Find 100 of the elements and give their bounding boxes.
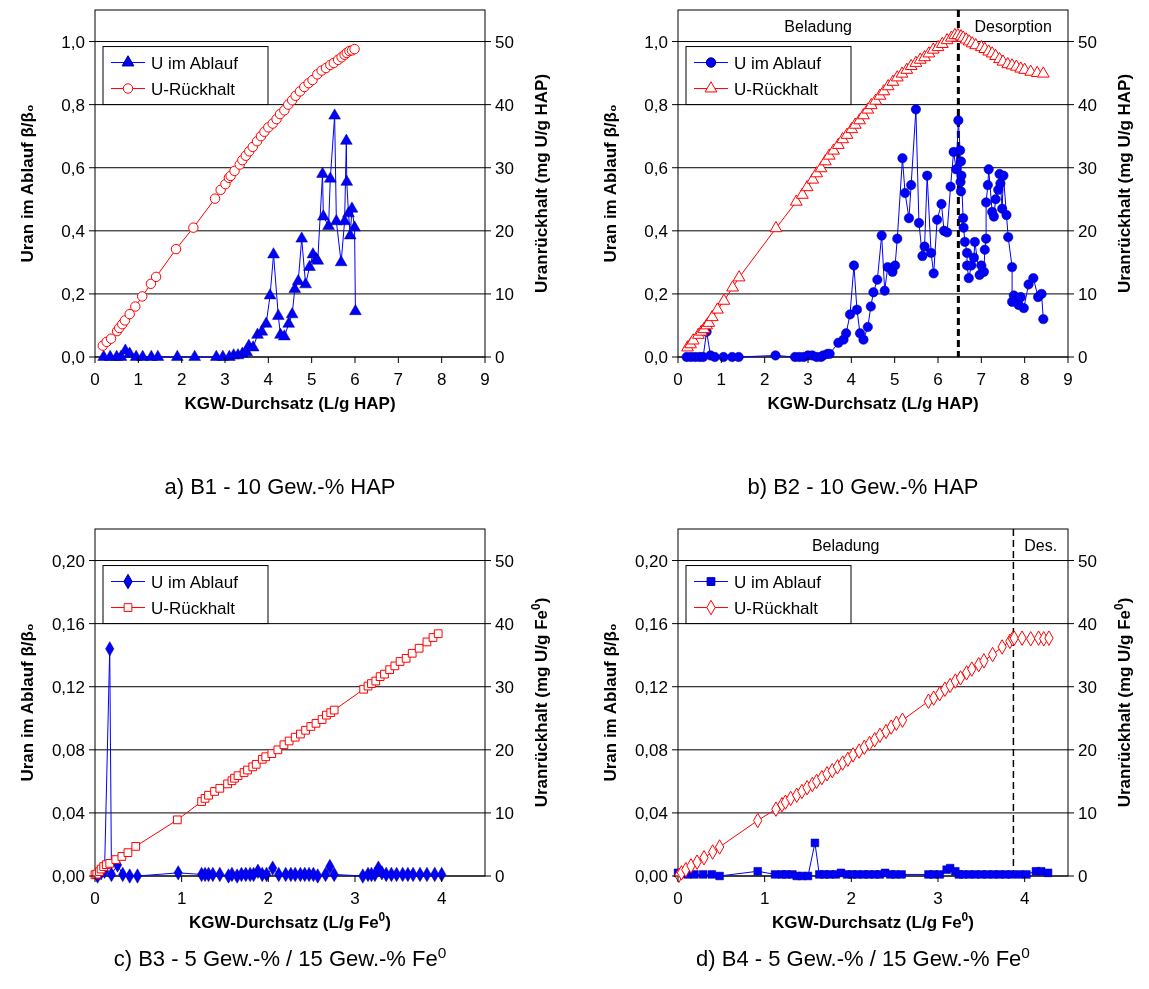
y2-axis-title: Uranrückhalt (mg U/g HAP) bbox=[532, 73, 551, 294]
y-tick-label: 0,0 bbox=[644, 348, 668, 367]
y2-tick-label: 30 bbox=[495, 677, 514, 697]
legend-label: U im Ablauf bbox=[151, 572, 239, 592]
annotation: Desorption bbox=[974, 18, 1052, 35]
y2-tick-label: 40 bbox=[495, 95, 514, 115]
y2-tick-label: 0 bbox=[495, 348, 505, 367]
y2-axis-title: Uranrückhalt (mg U/g HAP) bbox=[1115, 73, 1134, 294]
y-tick-label: 0,12 bbox=[51, 677, 85, 697]
x-tick-label: 0 bbox=[673, 370, 683, 389]
legend-label: U im Ablauf bbox=[151, 53, 239, 73]
annotation: Beladung bbox=[811, 537, 880, 554]
x-tick-label: 6 bbox=[933, 370, 943, 389]
y2-tick-label: 40 bbox=[1078, 95, 1097, 115]
y-tick-label: 0,8 bbox=[644, 95, 668, 115]
y-tick-label: 1,0 bbox=[644, 32, 668, 52]
y2-tick-label: 0 bbox=[1078, 867, 1088, 886]
x-tick-label: 1 bbox=[176, 889, 187, 908]
y2-tick-label: 50 bbox=[1078, 32, 1097, 52]
y2-tick-label: 20 bbox=[1078, 740, 1097, 760]
x-tick-label: 2 bbox=[176, 370, 187, 389]
y2-tick-label: 40 bbox=[495, 614, 514, 634]
y-tick-label: 0,6 bbox=[61, 158, 85, 178]
legend-label: U im Ablauf bbox=[734, 53, 822, 73]
x-axis-title: KGW-Durchsatz (L/g HAP) bbox=[184, 394, 396, 413]
y-tick-label: 0,16 bbox=[51, 614, 85, 634]
y-tick-label: 0,00 bbox=[51, 867, 85, 886]
y-tick-label: 0,08 bbox=[51, 740, 85, 760]
y-tick-label: 1,0 bbox=[61, 32, 85, 52]
x-tick-label: 0 bbox=[90, 889, 100, 908]
y-tick-label: 0,2 bbox=[644, 284, 668, 304]
x-tick-label: 2 bbox=[263, 889, 274, 908]
y2-tick-label: 30 bbox=[1078, 677, 1097, 697]
y2-tick-label: 30 bbox=[1078, 158, 1097, 178]
y2-tick-label: 10 bbox=[495, 803, 514, 823]
x-tick-label: 3 bbox=[220, 370, 230, 389]
x-tick-label: 2 bbox=[759, 370, 770, 389]
x-tick-label: 1 bbox=[759, 889, 770, 908]
x-tick-label: 8 bbox=[436, 370, 447, 389]
x-tick-label: 7 bbox=[976, 370, 987, 389]
legend-label: U-Rückhalt bbox=[734, 79, 819, 99]
x-tick-label: 4 bbox=[436, 889, 447, 908]
y-tick-label: 0,0 bbox=[61, 348, 85, 367]
annotation: Des. bbox=[1024, 537, 1058, 554]
y2-tick-label: 50 bbox=[495, 32, 514, 52]
x-tick-label: 3 bbox=[803, 370, 813, 389]
y2-tick-label: 20 bbox=[495, 740, 514, 760]
x-tick-label: 9 bbox=[480, 370, 490, 389]
x-tick-label: 4 bbox=[846, 370, 857, 389]
y-axis-title: Uran im Ablauf β/β₀ bbox=[18, 104, 37, 263]
x-tick-label: 6 bbox=[350, 370, 360, 389]
y2-tick-label: 0 bbox=[495, 867, 505, 886]
x-axis-title: KGW-Durchsatz (L/g Fe$^{0}$) bbox=[189, 910, 391, 932]
y2-tick-label: 20 bbox=[495, 221, 514, 241]
x-tick-label: 2 bbox=[846, 889, 857, 908]
x-tick-label: 4 bbox=[1019, 889, 1030, 908]
text: d) B4 - 5 Gew.-% / 15 Gew.-% Fe$^{0}$ bbox=[696, 943, 1030, 971]
text: a) B1 - 10 Gew.-% HAP bbox=[164, 474, 396, 499]
y-tick-label: 0,20 bbox=[51, 551, 85, 571]
legend-label: U-Rückhalt bbox=[734, 598, 819, 618]
legend-label: U im Ablauf bbox=[734, 572, 822, 592]
y2-tick-label: 50 bbox=[495, 551, 514, 571]
x-tick-label: 4 bbox=[263, 370, 274, 389]
text: c) B3 - 5 Gew.-% / 15 Gew.-% Fe$^{0}$ bbox=[113, 943, 447, 971]
y-tick-label: 0,12 bbox=[634, 677, 668, 697]
legend-label: U-Rückhalt bbox=[151, 79, 236, 99]
y-tick-label: 0,6 bbox=[644, 158, 668, 178]
y-axis-title: Uran im Ablauf β/β₀ bbox=[601, 104, 620, 263]
x-tick-label: 0 bbox=[90, 370, 100, 389]
y-tick-label: 0,16 bbox=[634, 614, 668, 634]
y-tick-label: 0,04 bbox=[51, 803, 85, 823]
x-tick-label: 1 bbox=[133, 370, 144, 389]
x-tick-label: 8 bbox=[1019, 370, 1030, 389]
x-tick-label: 3 bbox=[933, 889, 943, 908]
y-tick-label: 0,08 bbox=[634, 740, 668, 760]
y2-tick-label: 40 bbox=[1078, 614, 1097, 634]
x-axis-title: KGW-Durchsatz (L/g Fe$^{0}$) bbox=[772, 910, 974, 932]
y-tick-label: 0,4 bbox=[644, 221, 668, 241]
y2-tick-label: 50 bbox=[1078, 551, 1097, 571]
x-tick-label: 1 bbox=[716, 370, 727, 389]
y-tick-label: 0,20 bbox=[634, 551, 668, 571]
y2-tick-label: 10 bbox=[495, 284, 514, 304]
y2-tick-label: 10 bbox=[1078, 803, 1097, 823]
y2-tick-label: 30 bbox=[495, 158, 514, 178]
y-tick-label: 0,2 bbox=[61, 284, 85, 304]
y2-tick-label: 20 bbox=[1078, 221, 1097, 241]
x-tick-label: 5 bbox=[306, 370, 317, 389]
y2-tick-label: 0 bbox=[1078, 348, 1088, 367]
x-tick-label: 7 bbox=[393, 370, 404, 389]
x-tick-label: 3 bbox=[350, 889, 360, 908]
y2-tick-label: 10 bbox=[1078, 284, 1097, 304]
x-tick-label: 0 bbox=[673, 889, 683, 908]
x-tick-label: 5 bbox=[889, 370, 900, 389]
y-tick-label: 0,8 bbox=[61, 95, 85, 115]
x-axis-title: KGW-Durchsatz (L/g HAP) bbox=[767, 394, 979, 413]
x-tick-label: 9 bbox=[1063, 370, 1073, 389]
y-tick-label: 0,4 bbox=[61, 221, 85, 241]
legend-label: U-Rückhalt bbox=[151, 598, 236, 618]
annotation: Beladung bbox=[784, 18, 852, 35]
text: b) B2 - 10 Gew.-% HAP bbox=[747, 474, 979, 499]
